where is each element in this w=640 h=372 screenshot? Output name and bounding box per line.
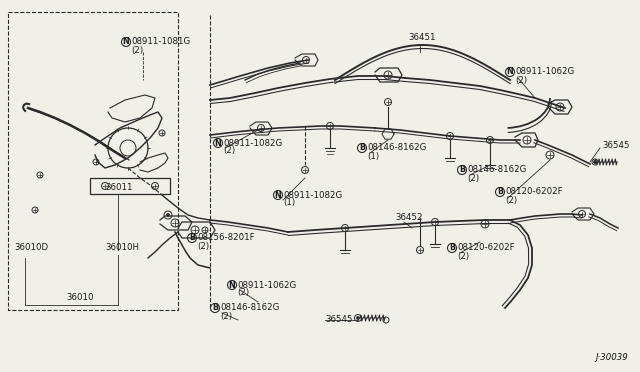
Circle shape [594, 161, 596, 163]
Text: 08911-1081G: 08911-1081G [131, 38, 191, 46]
Circle shape [167, 214, 169, 216]
Text: (2): (2) [458, 251, 470, 260]
Text: (2): (2) [515, 76, 527, 84]
Text: 36545: 36545 [602, 141, 630, 150]
Text: 36011: 36011 [105, 183, 132, 192]
Text: (2): (2) [506, 196, 518, 205]
Text: B: B [212, 304, 218, 312]
Text: N: N [228, 280, 236, 289]
Text: 08911-1082G: 08911-1082G [284, 190, 343, 199]
Text: N: N [123, 38, 129, 46]
Text: N: N [214, 138, 221, 148]
Text: B: B [449, 244, 455, 253]
Text: 08146-8162G: 08146-8162G [221, 304, 280, 312]
Text: (2): (2) [237, 289, 250, 298]
Text: (2): (2) [131, 45, 143, 55]
Text: (2): (2) [198, 241, 210, 250]
Text: 36452: 36452 [395, 214, 422, 222]
Text: (2): (2) [221, 311, 232, 321]
Text: 08120-6202F: 08120-6202F [458, 244, 515, 253]
Text: B: B [189, 234, 195, 243]
Text: J·30039: J·30039 [595, 353, 628, 362]
Text: B: B [497, 187, 503, 196]
Text: 36545: 36545 [325, 315, 353, 324]
Circle shape [357, 317, 359, 319]
Text: 36010H: 36010H [105, 244, 139, 253]
Text: 08911-1062G: 08911-1062G [515, 67, 575, 77]
Text: 08146-8162G: 08146-8162G [367, 144, 427, 153]
Text: (1): (1) [367, 151, 380, 160]
Text: 36451: 36451 [408, 33, 435, 42]
Bar [90, 178, 170, 194]
Text: (2): (2) [223, 147, 236, 155]
Text: 08146-8162G: 08146-8162G [467, 166, 527, 174]
Text: B: B [459, 166, 465, 174]
Text: 08120-6202F: 08120-6202F [506, 187, 563, 196]
Text: 08911-1062G: 08911-1062G [237, 280, 297, 289]
Text: 08156-8201F: 08156-8201F [198, 234, 255, 243]
Text: N: N [507, 67, 513, 77]
Text: 36010D: 36010D [14, 244, 48, 253]
Text: 08911-1082G: 08911-1082G [223, 138, 283, 148]
Text: N: N [275, 190, 282, 199]
Text: (1): (1) [284, 199, 296, 208]
Text: (2): (2) [467, 173, 479, 183]
Text: B: B [359, 144, 365, 153]
Text: 36010: 36010 [67, 294, 93, 302]
